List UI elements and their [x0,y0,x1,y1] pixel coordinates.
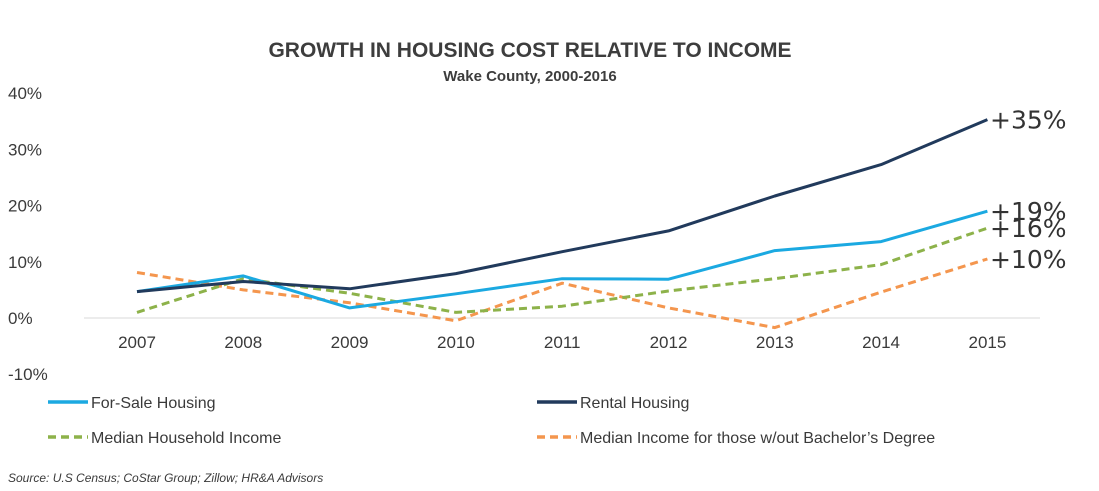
end-value-label: +10% [990,245,1067,274]
x-tick-label: 2014 [862,333,900,352]
series-line [136,118,988,294]
x-tick-label: 2012 [650,333,688,352]
x-tick-label: 2013 [756,333,794,352]
y-tick-label: -10% [8,365,48,384]
end-value-label: +16% [990,214,1067,243]
legend-label: Rental Housing [580,395,689,412]
series-line [136,257,988,330]
x-axis-ticks: 2007 2008 2009 2010 2011 2012 2013 2014 2015 [118,333,1006,352]
legend-label: Median Household Income [91,430,281,447]
end-value-label: +19% [990,197,1067,226]
x-tick-label: 2007 [118,333,156,352]
legend-label: Median Income for those w/out Bachelor’s… [580,430,935,447]
legend: For-Sale Housing Rental Housing Median Hou… [48,395,935,447]
series-line [136,209,988,310]
series-lines [136,118,988,330]
end-labels: +19% +35% +16%+10% [990,106,1067,274]
y-tick-label: 0% [8,309,33,328]
y-tick-label: 40% [8,84,42,103]
y-axis-ticks: 40% 30% 20% 10% 0% -10% [8,84,48,384]
y-tick-label: 20% [8,197,42,216]
x-tick-label: 2009 [331,333,369,352]
end-value-label: +35% [990,106,1067,135]
y-tick-label: 10% [8,253,42,272]
chart-title: GROWTH IN HOUSING COST RELATIVE TO INCOM… [268,39,791,62]
x-tick-label: 2015 [968,333,1006,352]
y-tick-label: 30% [8,140,42,159]
x-tick-label: 2008 [224,333,262,352]
x-tick-label: 2010 [437,333,475,352]
source-note: Source: U.S Census; CoStar Group; Zillow… [8,471,323,485]
legend-label: For-Sale Housing [91,395,216,412]
x-tick-label: 2011 [544,333,581,352]
chart-subtitle: Wake County, 2000-2016 [443,68,616,85]
